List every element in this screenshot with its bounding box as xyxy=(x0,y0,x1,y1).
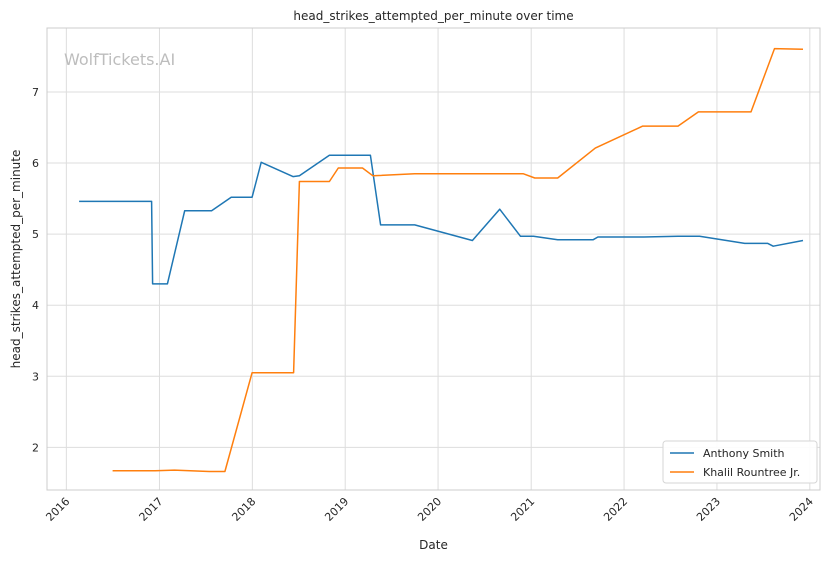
y-tick-label-5: 5 xyxy=(32,228,39,241)
y-tick-label-2: 2 xyxy=(32,441,39,454)
y-axis-label: head_strikes_attempted_per_minute xyxy=(9,150,23,369)
chart-title: head_strikes_attempted_per_minute over t… xyxy=(293,9,573,23)
series-layer xyxy=(79,47,804,473)
series-line-anthony-smith xyxy=(79,154,804,285)
series-line-khalil-rountree-jr xyxy=(112,47,804,473)
y-tick-label-3: 3 xyxy=(32,370,39,383)
y-axis-ticks: 2 3 4 5 6 7 xyxy=(32,86,39,454)
legend-label-anthony-smith: Anthony Smith xyxy=(703,447,785,460)
plot-area-frame xyxy=(46,27,821,491)
legend-box xyxy=(662,440,818,484)
y-tick-label-7: 7 xyxy=(32,86,39,99)
y-tick-label-6: 6 xyxy=(32,157,39,170)
y-tick-label-4: 4 xyxy=(32,299,39,312)
legend: Anthony Smith Khalil Rountree Jr. xyxy=(662,440,818,484)
legend-label-khalil-rountree: Khalil Rountree Jr. xyxy=(703,466,800,479)
watermark-text: WolfTickets.AI xyxy=(64,50,175,69)
x-axis-label: Date xyxy=(419,538,448,552)
